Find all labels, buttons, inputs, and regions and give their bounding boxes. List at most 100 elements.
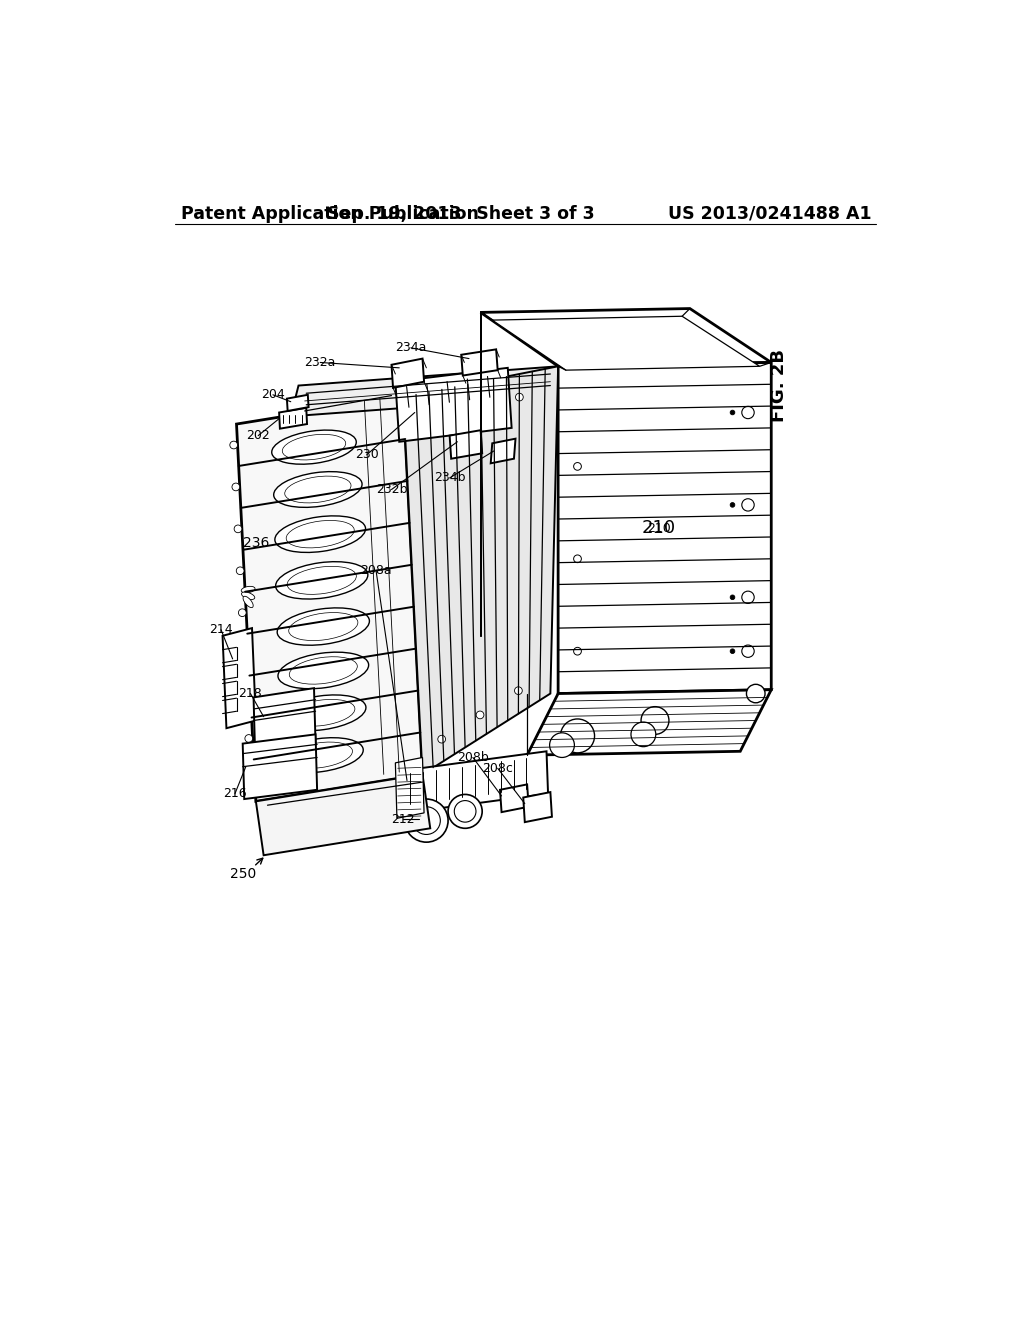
Text: 210: 210 [647, 521, 671, 535]
Ellipse shape [283, 434, 346, 459]
Text: Patent Application Publication: Patent Application Publication [180, 205, 478, 223]
Polygon shape [490, 438, 515, 463]
Circle shape [407, 414, 415, 422]
Ellipse shape [271, 430, 356, 465]
Polygon shape [222, 628, 256, 729]
Text: 204: 204 [261, 388, 285, 401]
Circle shape [469, 403, 477, 411]
Circle shape [514, 686, 522, 694]
Circle shape [560, 719, 595, 752]
Text: 234a: 234a [395, 342, 427, 354]
Circle shape [237, 566, 244, 574]
Polygon shape [254, 688, 315, 752]
Circle shape [449, 795, 482, 829]
Circle shape [550, 733, 574, 758]
Circle shape [245, 735, 253, 742]
Circle shape [730, 595, 735, 599]
Polygon shape [243, 734, 317, 799]
Polygon shape [287, 395, 308, 411]
Circle shape [476, 711, 484, 719]
Circle shape [232, 483, 240, 491]
Circle shape [730, 503, 735, 507]
Ellipse shape [278, 609, 370, 645]
Circle shape [411, 498, 419, 506]
Text: 218: 218 [239, 686, 262, 700]
Circle shape [234, 525, 242, 533]
Text: 208b: 208b [457, 751, 488, 764]
Polygon shape [391, 359, 424, 388]
Text: 230: 230 [355, 449, 379, 462]
Circle shape [423, 412, 430, 420]
Polygon shape [256, 775, 430, 855]
Polygon shape [395, 368, 512, 442]
Circle shape [455, 800, 476, 822]
Circle shape [229, 441, 238, 449]
Circle shape [741, 499, 755, 511]
Circle shape [741, 645, 755, 657]
Text: 232b: 232b [376, 483, 408, 496]
Polygon shape [558, 363, 771, 693]
Ellipse shape [286, 520, 354, 548]
Polygon shape [403, 751, 548, 813]
Polygon shape [527, 689, 771, 755]
Circle shape [515, 393, 523, 401]
Text: 202: 202 [247, 429, 270, 442]
Ellipse shape [278, 652, 369, 689]
Text: 234b: 234b [434, 471, 465, 484]
Ellipse shape [285, 477, 351, 503]
Text: 210: 210 [642, 519, 676, 537]
Circle shape [746, 684, 765, 702]
Text: 208a: 208a [360, 564, 392, 577]
Polygon shape [395, 758, 424, 818]
Ellipse shape [273, 471, 362, 507]
Ellipse shape [275, 562, 368, 599]
Circle shape [404, 799, 449, 842]
Ellipse shape [278, 694, 366, 731]
Polygon shape [500, 784, 528, 812]
Ellipse shape [288, 742, 352, 768]
Text: 216: 216 [223, 787, 247, 800]
Ellipse shape [274, 516, 366, 553]
Circle shape [741, 591, 755, 603]
Polygon shape [480, 309, 771, 367]
Ellipse shape [289, 700, 355, 726]
Polygon shape [461, 350, 498, 376]
Circle shape [573, 647, 582, 655]
Polygon shape [523, 792, 552, 822]
Polygon shape [280, 408, 307, 429]
Circle shape [413, 807, 440, 834]
Polygon shape [403, 367, 558, 775]
Circle shape [631, 722, 655, 747]
Text: 214: 214 [209, 623, 232, 636]
Text: 208c: 208c [482, 762, 513, 775]
Circle shape [415, 582, 423, 590]
Circle shape [239, 609, 246, 616]
Polygon shape [237, 397, 423, 801]
Text: 236: 236 [243, 536, 269, 550]
Circle shape [420, 665, 427, 673]
Text: 250: 250 [229, 867, 256, 882]
Circle shape [241, 651, 249, 659]
Circle shape [741, 407, 755, 418]
Ellipse shape [289, 612, 357, 640]
Text: 232a: 232a [304, 356, 336, 370]
Circle shape [418, 624, 425, 631]
Ellipse shape [290, 657, 357, 684]
Text: FIG. 2B: FIG. 2B [770, 348, 788, 422]
Ellipse shape [278, 738, 364, 772]
Polygon shape [493, 317, 760, 370]
Circle shape [730, 411, 735, 414]
Ellipse shape [242, 591, 255, 599]
Ellipse shape [243, 597, 253, 607]
Circle shape [409, 457, 417, 463]
Polygon shape [291, 367, 558, 416]
Circle shape [730, 649, 735, 653]
Circle shape [247, 776, 255, 784]
Circle shape [641, 706, 669, 734]
Polygon shape [450, 430, 482, 459]
Circle shape [424, 750, 431, 758]
Circle shape [573, 554, 582, 562]
Text: US 2013/0241488 A1: US 2013/0241488 A1 [669, 205, 872, 223]
Ellipse shape [287, 566, 356, 594]
Text: Sep. 19, 2013  Sheet 3 of 3: Sep. 19, 2013 Sheet 3 of 3 [328, 205, 595, 223]
